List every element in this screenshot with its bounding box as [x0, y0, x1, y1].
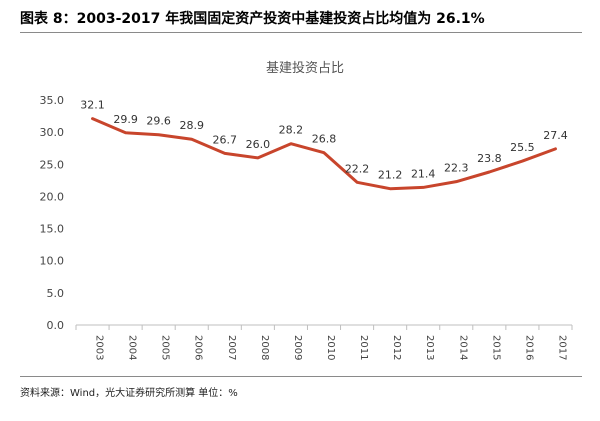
data-label: 21.2	[378, 169, 403, 182]
source-note: 资料来源：Wind，光大证券研究所测算 单位：%	[20, 388, 238, 399]
data-label: 27.4	[543, 129, 568, 142]
y-tick-label: 10.0	[40, 255, 65, 268]
data-label: 28.9	[179, 119, 204, 132]
data-label: 25.5	[510, 141, 535, 154]
x-tick-label: 2006	[193, 335, 204, 360]
data-label: 22.2	[345, 162, 370, 175]
y-tick-label: 30.0	[40, 126, 65, 139]
x-tick-label: 2013	[424, 335, 435, 360]
x-tick-label: 2012	[391, 335, 402, 360]
y-tick-label: 0.0	[47, 319, 65, 332]
data-label: 23.8	[477, 152, 502, 165]
x-tick-label: 2011	[358, 335, 369, 360]
x-axis-ticks: 2003 2004 2005 2006 2007 2008 2009 2010 2011 2012…	[75, 325, 573, 360]
x-tick-label: 2005	[160, 335, 171, 360]
top-divider	[20, 32, 582, 33]
x-tick-label: 2017	[556, 335, 567, 360]
data-label: 26.0	[246, 138, 271, 151]
data-labels: 32.1 29.9 29.6 28.9 26.7 26.0 28.2 26.8 22.2 21.2…	[80, 99, 567, 182]
x-tick-label: 2015	[490, 335, 501, 360]
data-label: 26.7	[213, 133, 238, 146]
x-tick-label: 2016	[523, 335, 534, 360]
y-tick-label: 25.0	[40, 158, 65, 171]
x-tick-label: 2014	[457, 335, 468, 360]
data-label: 22.3	[444, 162, 469, 175]
figure-title: 图表 8：2003-2017 年我国固定资产投资中基建投资占比均值为 26.1%	[20, 11, 485, 27]
chart-title: 基建投资占比	[266, 60, 344, 76]
data-label: 29.9	[113, 113, 138, 126]
x-tick-label: 2007	[226, 335, 237, 360]
data-label: 28.2	[279, 124, 304, 137]
data-label: 29.6	[146, 115, 171, 128]
y-axis-ticks: 0.0 5.0 10.0 15.0 20.0 25.0 30.0 35.0	[40, 94, 65, 332]
y-tick-label: 15.0	[40, 223, 65, 236]
x-tick-label: 2008	[259, 335, 270, 360]
bottom-divider	[20, 376, 582, 377]
data-label: 32.1	[80, 99, 105, 112]
x-tick-label: 2004	[127, 335, 138, 360]
x-tick-label: 2010	[325, 335, 336, 360]
x-tick-label: 2003	[94, 335, 105, 360]
y-tick-label: 5.0	[47, 287, 65, 300]
x-tick-label: 2009	[292, 335, 303, 360]
series-line	[91, 117, 557, 191]
y-tick-label: 35.0	[40, 94, 65, 107]
data-label: 21.4	[411, 167, 436, 180]
data-label: 26.8	[312, 133, 337, 146]
y-tick-label: 20.0	[40, 190, 65, 203]
